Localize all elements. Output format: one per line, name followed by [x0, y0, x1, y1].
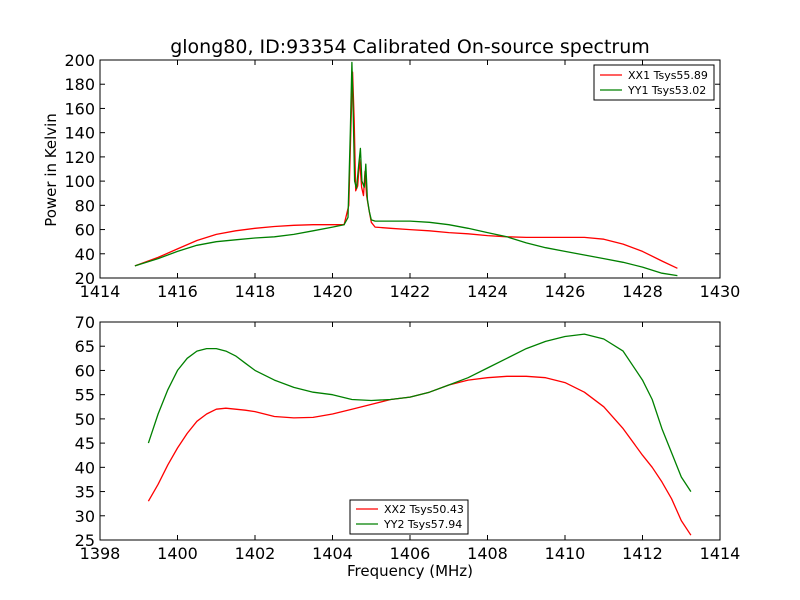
y-tick-label: 60: [75, 361, 95, 380]
y-tick-label: 55: [75, 386, 95, 405]
y-tick-label: 180: [64, 75, 95, 94]
legend-box-top: [593, 64, 715, 101]
x-tick-label: 1426: [545, 282, 586, 301]
y-tick-label: 140: [64, 124, 95, 143]
y-tick-label: 80: [75, 196, 95, 215]
x-tick-label: 1420: [312, 282, 353, 301]
y-axis-label-top: Power in Kelvin: [42, 113, 60, 227]
series-line-yy2: [147, 333, 692, 492]
y-tick-label: 40: [75, 245, 95, 264]
plot-area-top: 1414 1416 1418 1420 1422 1424 1426 1428 1430 20 40…: [64, 51, 740, 301]
y-tick-label: 50: [75, 410, 95, 429]
x-tick-label: 1400: [157, 544, 198, 563]
legend-label-xx1: XX1 Tsys55.89: [628, 69, 708, 82]
y-tick-label: 20: [75, 269, 95, 288]
x-tick-label: 1402: [235, 544, 276, 563]
x-tick-label: 1418: [235, 282, 276, 301]
y-tick-label: 120: [64, 148, 95, 167]
x-tick-label: 1398: [80, 544, 121, 563]
y-tick-label: 200: [64, 51, 95, 70]
x-tick-label: 1414: [80, 282, 121, 301]
y-tick-label: 30: [75, 507, 95, 526]
x-tick-label: 1424: [467, 282, 508, 301]
legend-bottom: XX2 Tsys50.43 YY2 Tsys57.94: [349, 499, 469, 535]
y-tick-label: 100: [64, 172, 95, 191]
x-tick-label: 1404: [312, 544, 353, 563]
bottom-chart: Frequency (MHz) 1398 1400 1402 1404 1406 1408…: [75, 313, 741, 580]
y-tick-label: 160: [64, 99, 95, 118]
y-tick-label: 65: [75, 337, 95, 356]
series-line-yy1: [134, 61, 678, 277]
y-tick-label: 45: [75, 434, 95, 453]
x-tick-label: 1428: [622, 282, 663, 301]
plot-area-bottom: 1398 1400 1402 1404 1406 1408 1410 1412 1414 25 30…: [75, 313, 741, 563]
x-tick-label: 1406: [390, 544, 431, 563]
legend-label-yy1: YY1 Tsys53.02: [627, 84, 706, 97]
x-tick-label: 1410: [545, 544, 586, 563]
x-axis-label-bottom: Frequency (MHz): [347, 562, 473, 580]
legend-box-bottom: [349, 499, 469, 535]
y-tick-label: 35: [75, 483, 95, 502]
x-tick-label: 1412: [622, 544, 663, 563]
chart-title: glong80, ID:93354 Calibrated On-source s…: [170, 36, 650, 58]
y-tick-label: 25: [75, 531, 95, 550]
x-tick-label: 1422: [390, 282, 431, 301]
legend-label-yy2: YY2 Tsys57.94: [383, 518, 462, 531]
top-chart: glong80, ID:93354 Calibrated On-source s…: [42, 36, 740, 301]
legend-label-xx2: XX2 Tsys50.43: [384, 503, 464, 516]
legend-top: XX1 Tsys55.89 YY1 Tsys53.02: [593, 64, 715, 101]
x-tick-label: 1414: [700, 544, 741, 563]
x-tick-label: 1416: [157, 282, 198, 301]
y-tick-label: 70: [75, 313, 95, 332]
x-tick-label: 1430: [700, 282, 741, 301]
y-tick-label: 40: [75, 458, 95, 477]
x-tick-label: 1408: [467, 544, 508, 563]
y-tick-label: 60: [75, 221, 95, 240]
